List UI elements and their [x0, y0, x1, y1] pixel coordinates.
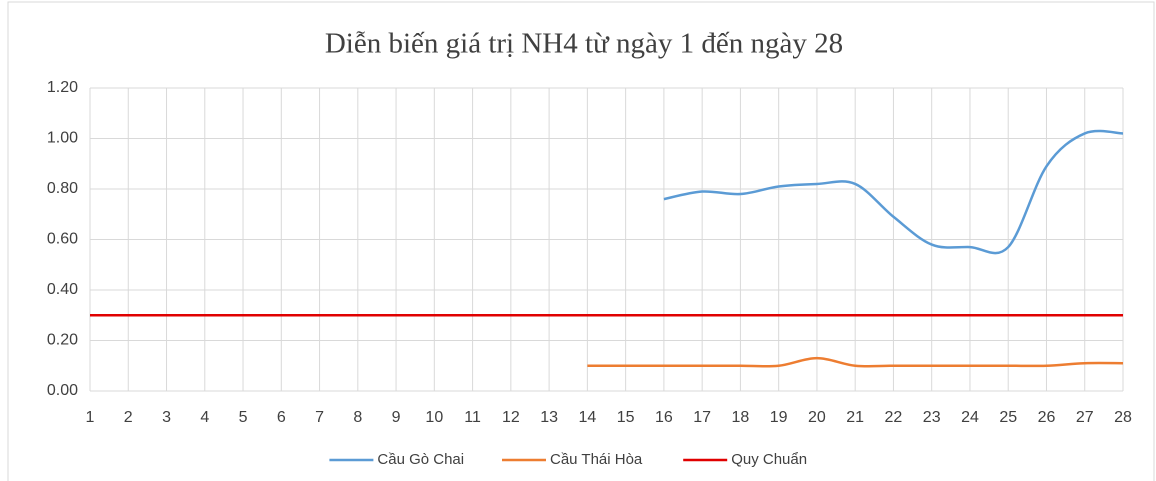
- y-tick-label: 0.60: [47, 231, 78, 248]
- x-tick-label: 5: [239, 409, 248, 426]
- x-tick-label: 9: [392, 409, 401, 426]
- y-tick-label: 0.80: [47, 180, 78, 197]
- x-tick-label: 4: [200, 409, 209, 426]
- x-tick-label: 16: [655, 409, 673, 426]
- x-tick-label: 11: [464, 409, 481, 426]
- legend-label: Cầu Thái Hòa: [550, 451, 643, 468]
- y-tick-label: 1.20: [47, 79, 78, 96]
- x-tick-label: 2: [124, 409, 133, 426]
- x-tick-label: 14: [578, 409, 596, 426]
- x-tick-label: 23: [923, 409, 941, 426]
- x-tick-label: 3: [162, 409, 171, 426]
- y-tick-label: 0.40: [47, 281, 78, 298]
- y-tick-label: 0.00: [47, 382, 78, 399]
- legend-label: Quy Chuẩn: [731, 451, 807, 468]
- y-tick-label: 1.00: [47, 130, 78, 147]
- x-tick-label: 12: [502, 409, 520, 426]
- y-tick-label: 0.20: [47, 332, 78, 349]
- x-tick-label: 21: [846, 409, 864, 426]
- x-tick-label: 25: [999, 409, 1017, 426]
- x-tick-label: 13: [540, 409, 558, 426]
- series-line: [587, 356, 1124, 368]
- x-tick-label: 27: [1076, 409, 1094, 426]
- x-tick-label: 20: [808, 409, 826, 426]
- x-tick-label: 8: [353, 409, 362, 426]
- x-tick-label: 26: [1038, 409, 1056, 426]
- chart-frame: [7, 1, 1155, 481]
- x-tick-label: 17: [693, 409, 711, 426]
- x-tick-label: 24: [961, 409, 979, 426]
- x-tick-label: 18: [732, 409, 750, 426]
- legend-label: Cầu Gò Chai: [377, 451, 464, 468]
- x-tick-label: 6: [277, 409, 286, 426]
- x-tick-label: 15: [617, 409, 635, 426]
- x-tick-label: 7: [315, 409, 324, 426]
- series-line: [663, 129, 1124, 255]
- x-tick-label: 19: [770, 409, 788, 426]
- x-tick-label: 22: [885, 409, 903, 426]
- x-tick-label: 1: [86, 409, 95, 426]
- x-tick-label: 28: [1114, 409, 1132, 426]
- x-tick-label: 10: [425, 409, 443, 426]
- chart-title: Diễn biến giá trị NH4 từ ngày 1 đến ngày…: [325, 28, 843, 60]
